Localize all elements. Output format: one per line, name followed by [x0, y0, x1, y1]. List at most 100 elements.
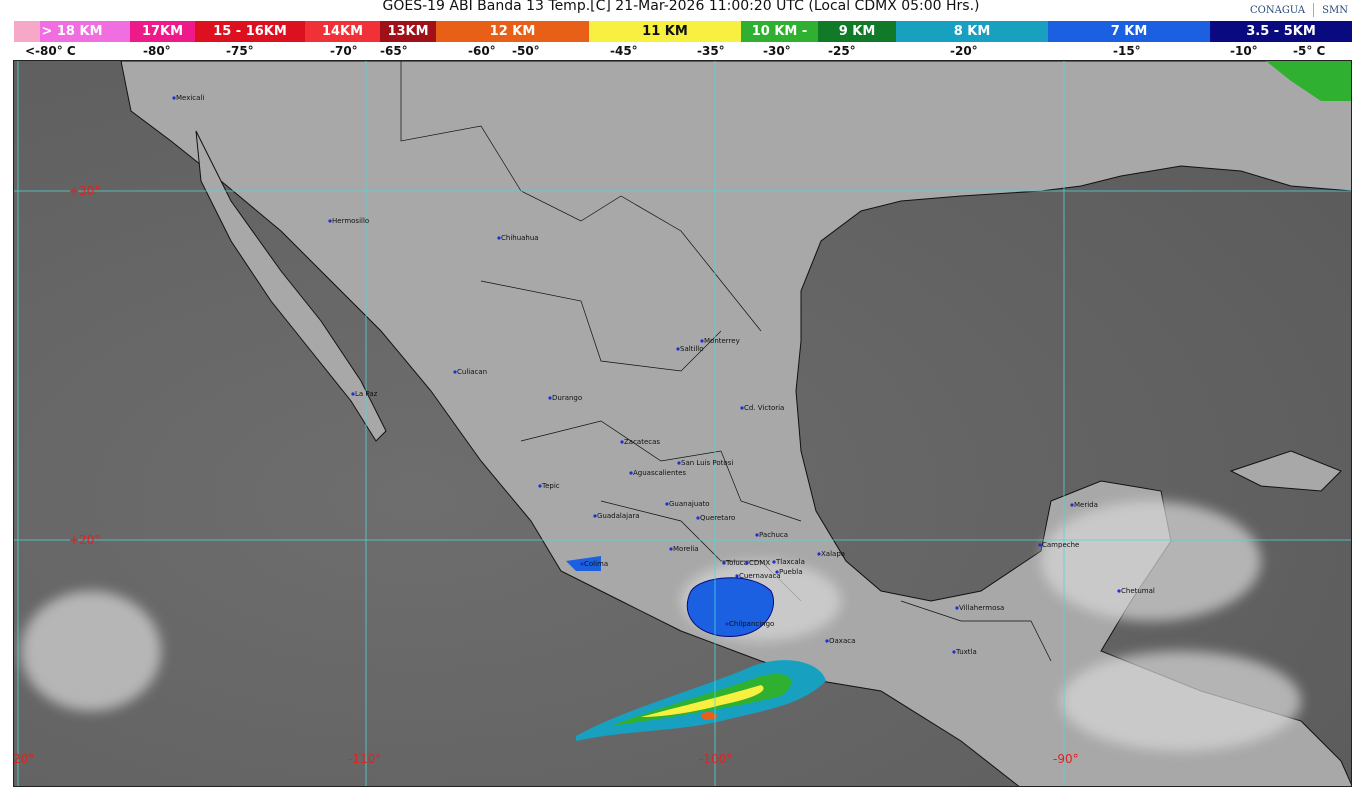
lat-lon-grid	[14, 61, 1351, 786]
city-label: Pachuca	[759, 531, 788, 539]
temperature-tick: -60°	[468, 44, 496, 58]
city-marker	[351, 392, 355, 396]
city-label: Saltillo	[680, 345, 704, 353]
city-marker	[772, 560, 776, 564]
lat-label: +30°	[69, 184, 100, 198]
conagua-logo: CONAGUA	[1250, 4, 1306, 16]
city-marker	[735, 574, 739, 578]
city-label: Chetumal	[1121, 587, 1155, 595]
temperature-tick: -30°	[763, 44, 791, 58]
legend-segment: 8 KM	[896, 21, 1048, 42]
city-label: CDMX	[749, 559, 770, 567]
city-label: Hermosillo	[332, 217, 369, 225]
temperature-tick: -20°	[950, 44, 978, 58]
landmass	[120, 61, 1351, 786]
city-label: Chihuahua	[501, 234, 539, 242]
city-label: Guanajuato	[669, 500, 710, 508]
city-marker	[775, 570, 779, 574]
legend-segment: 14KM	[305, 21, 380, 42]
city-label: Colima	[584, 560, 608, 568]
city-marker	[755, 533, 759, 537]
lon-label: -90°	[1053, 752, 1079, 766]
legend-segment: 10 KM -	[741, 21, 818, 42]
city-label: Toluca	[725, 559, 748, 567]
city-marker	[620, 440, 624, 444]
city-marker	[172, 96, 176, 100]
temperature-tick: -5° C	[1293, 44, 1326, 58]
city-marker	[955, 606, 959, 610]
legend-segment: 7 KM	[1048, 21, 1210, 42]
city-label: Tlaxcala	[775, 558, 805, 566]
city-marker	[722, 561, 726, 565]
temperature-tick: -10°	[1230, 44, 1258, 58]
city-label: Puebla	[779, 568, 803, 576]
legend-segment: 17KM	[130, 21, 195, 42]
city-label: Merida	[1074, 501, 1098, 509]
city-label: San Luis Potosi	[681, 459, 733, 467]
city-marker	[538, 484, 542, 488]
lon-label: -100°	[699, 752, 732, 766]
city-marker	[1038, 543, 1042, 547]
temperature-tick: -65°	[380, 44, 408, 58]
city-label: Cuernavaca	[739, 572, 781, 580]
city-label: Queretaro	[700, 514, 735, 522]
city-label: Xalapa	[821, 550, 845, 558]
temperature-tick: <-80° C	[25, 44, 76, 58]
legend-segment: 15 - 16KM	[195, 21, 305, 42]
city-label: Oaxaca	[829, 637, 855, 645]
city-marker	[453, 370, 457, 374]
legend-segment: > 18 KM	[14, 21, 130, 42]
temperature-tick: -15°	[1113, 44, 1141, 58]
city-label: Durango	[552, 394, 582, 402]
city-label: Guadalajara	[597, 512, 640, 520]
city-marker	[745, 561, 749, 565]
legend-segment: 11 KM	[589, 21, 741, 42]
city-label: Tepic	[541, 482, 560, 490]
temperature-tick: -45°	[610, 44, 638, 58]
city-label: La Paz	[355, 390, 378, 398]
city-marker	[669, 547, 673, 551]
temperature-tick: -50°	[512, 44, 540, 58]
city-marker	[825, 639, 829, 643]
city-label: Aguascalientes	[633, 469, 686, 477]
temperature-tick: -80°	[143, 44, 171, 58]
city-marker	[1117, 589, 1121, 593]
city-label: Zacatecas	[624, 438, 660, 446]
city-marker	[1070, 503, 1074, 507]
legend-segment: 13KM	[380, 21, 436, 42]
temperature-tick: -70°	[330, 44, 358, 58]
city-marker	[580, 562, 584, 566]
legend-segment: 3.5 - 5KM	[1210, 21, 1352, 42]
city-marker	[740, 406, 744, 410]
city-label: Culiacan	[457, 368, 487, 376]
lon-label: -120°	[14, 752, 34, 766]
city-label: Cd. Victoria	[744, 404, 784, 412]
temperature-tick: -75°	[226, 44, 254, 58]
image-title: GOES-19 ABI Banda 13 Temp.[C] 21-Mar-202…	[382, 0, 980, 14]
city-marker	[497, 236, 501, 240]
city-label: Mexicali	[176, 94, 204, 102]
city-label: Monterrey	[704, 337, 740, 345]
legend-segment: 12 KM	[436, 21, 589, 42]
city-marker	[677, 461, 681, 465]
city-marker	[328, 219, 332, 223]
city-marker	[817, 552, 821, 556]
city-marker	[696, 516, 700, 520]
city-label: Tuxtla	[955, 648, 977, 656]
city-marker	[952, 650, 956, 654]
city-marker	[676, 347, 680, 351]
satellite-map: +30° +20° -120° -110° -100° -90° Mexical…	[13, 60, 1352, 787]
city-marker	[665, 502, 669, 506]
city-marker	[548, 396, 552, 400]
city-label: Morelia	[673, 545, 699, 553]
city-marker	[629, 471, 633, 475]
temperature-tick: -35°	[697, 44, 725, 58]
city-marker	[700, 339, 704, 343]
city-marker	[593, 514, 597, 518]
color-legend: > 18 KM 17KM 15 - 16KM 14KM 13KM 12 KM 11 KM 10…	[14, 21, 1352, 42]
city-label: Campeche	[1042, 541, 1079, 549]
temperature-tick: -25°	[828, 44, 856, 58]
legend-segment: 9 KM	[818, 21, 896, 42]
city-label: Chilpancingo	[729, 620, 774, 628]
smn-logo: SMN	[1322, 4, 1348, 16]
